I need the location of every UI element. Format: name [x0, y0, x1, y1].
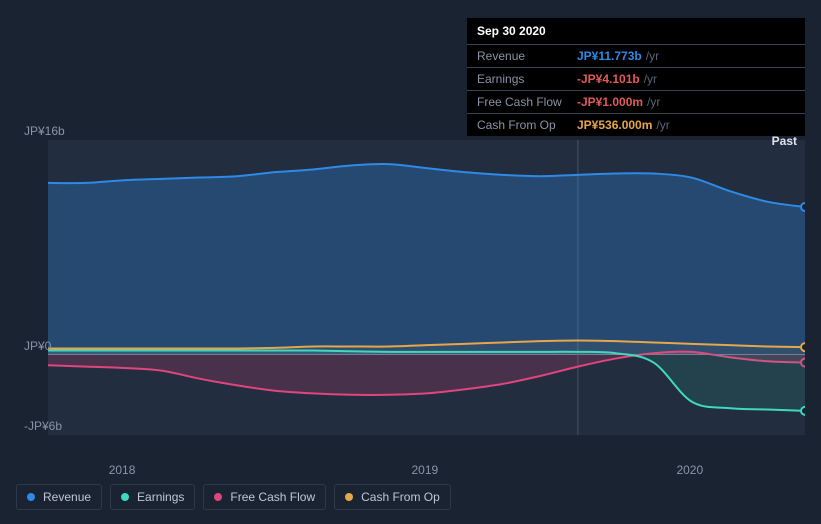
legend-dot-icon [345, 493, 353, 501]
y-axis-tick-label: JP¥0 [24, 339, 51, 353]
tooltip-row-unit: /yr [644, 72, 657, 86]
legend-item-label: Earnings [137, 490, 184, 504]
tooltip-row-label: Free Cash Flow [477, 95, 577, 109]
legend-item-earnings[interactable]: Earnings [110, 484, 195, 510]
chart-plot-area: Past JP¥16bJP¥0-JP¥6b 201820192020 [16, 120, 805, 455]
tooltip-row-unit: /yr [647, 95, 660, 109]
x-axis-tick-label: 2020 [676, 463, 703, 477]
legend-item-fcf[interactable]: Free Cash Flow [203, 484, 326, 510]
tooltip-row: Earnings-JP¥4.101b/yr [467, 68, 805, 91]
legend-item-revenue[interactable]: Revenue [16, 484, 102, 510]
legend-item-cfo[interactable]: Cash From Op [334, 484, 451, 510]
x-axis-tick-label: 2018 [109, 463, 136, 477]
tooltip-row-label: Earnings [477, 72, 577, 86]
chart-container: Sep 30 2020 RevenueJP¥11.773b/yrEarnings… [0, 0, 821, 524]
tooltip-row-unit: /yr [646, 49, 659, 63]
tooltip-row: Free Cash Flow-JP¥1.000m/yr [467, 91, 805, 114]
legend-item-label: Cash From Op [361, 490, 440, 504]
legend-item-label: Revenue [43, 490, 91, 504]
y-axis-tick-label: JP¥16b [24, 124, 65, 138]
past-label: Past [772, 134, 797, 148]
legend-item-label: Free Cash Flow [230, 490, 315, 504]
chart-svg [16, 120, 805, 455]
chart-tooltip: Sep 30 2020 RevenueJP¥11.773b/yrEarnings… [467, 18, 805, 136]
legend-dot-icon [27, 493, 35, 501]
chart-legend: Revenue Earnings Free Cash Flow Cash From O… [16, 484, 451, 510]
tooltip-date: Sep 30 2020 [467, 18, 805, 45]
tooltip-row: RevenueJP¥11.773b/yr [467, 45, 805, 68]
y-axis-tick-label: -JP¥6b [24, 419, 62, 433]
x-axis-tick-label: 2019 [412, 463, 439, 477]
legend-dot-icon [121, 493, 129, 501]
tooltip-row-value: JP¥11.773b [577, 49, 642, 63]
tooltip-row-value: -JP¥4.101b [577, 72, 640, 86]
tooltip-row-label: Revenue [477, 49, 577, 63]
tooltip-row-value: -JP¥1.000m [577, 95, 643, 109]
legend-dot-icon [214, 493, 222, 501]
